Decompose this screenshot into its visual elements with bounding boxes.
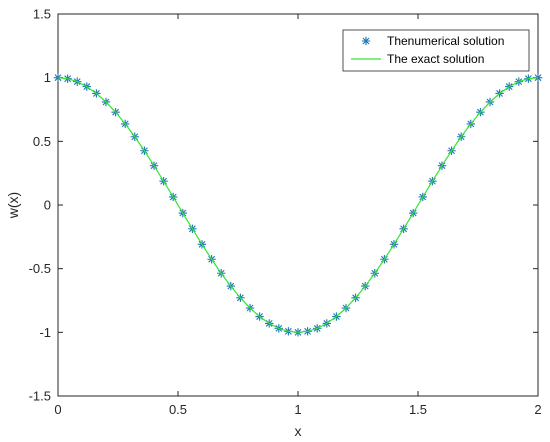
y-tick-label: -0.5	[29, 261, 51, 276]
legend-asterisk-icon	[361, 36, 371, 46]
x-tick-label: 2	[534, 402, 541, 417]
tick-group: 0 0.5 1 1.5 2 -1.5 -1 -0.5 0 0.5 1 1.5	[29, 7, 542, 418]
y-tick-label: 1.5	[33, 7, 51, 22]
y-tick-label: 0.5	[33, 134, 51, 149]
y-axis-label: w(x)	[5, 192, 21, 219]
x-tick-label: 1	[294, 402, 301, 417]
series-layer	[53, 73, 543, 337]
x-tick-label: 1.5	[409, 402, 427, 417]
y-tick-label: 0	[44, 198, 51, 213]
data-point	[533, 73, 543, 82]
legend-box	[342, 29, 530, 72]
legend-label-exact: The exact solution	[387, 52, 484, 66]
x-axis-label: x	[295, 423, 302, 439]
x-tick-label: 0	[54, 402, 61, 417]
y-tick-label: -1.5	[29, 389, 51, 404]
series-line-exact	[57, 77, 539, 333]
data-point	[53, 73, 63, 82]
legend-marker-glyph	[361, 36, 371, 46]
legend: Thenumerical solution The exact solution	[342, 29, 530, 72]
y-tick-label: 1	[44, 70, 51, 85]
x-tick-label: 0.5	[169, 402, 187, 417]
y-tick-label: -1	[39, 325, 51, 340]
legend-label-numerical: Thenumerical solution	[387, 34, 504, 48]
